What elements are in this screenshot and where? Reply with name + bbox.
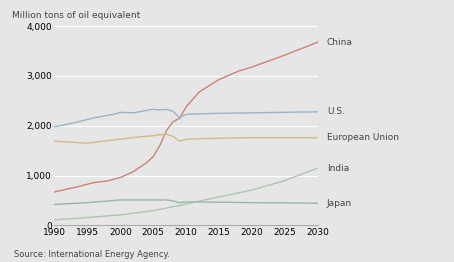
Text: Source: International Energy Agency.: Source: International Energy Agency. xyxy=(14,250,169,259)
Text: China: China xyxy=(327,38,353,47)
Text: U.S.: U.S. xyxy=(327,107,345,116)
Text: European Union: European Union xyxy=(327,133,399,142)
Text: India: India xyxy=(327,163,349,173)
Text: Japan: Japan xyxy=(327,199,352,208)
Text: Million tons of oil equivalent: Million tons of oil equivalent xyxy=(12,11,141,20)
